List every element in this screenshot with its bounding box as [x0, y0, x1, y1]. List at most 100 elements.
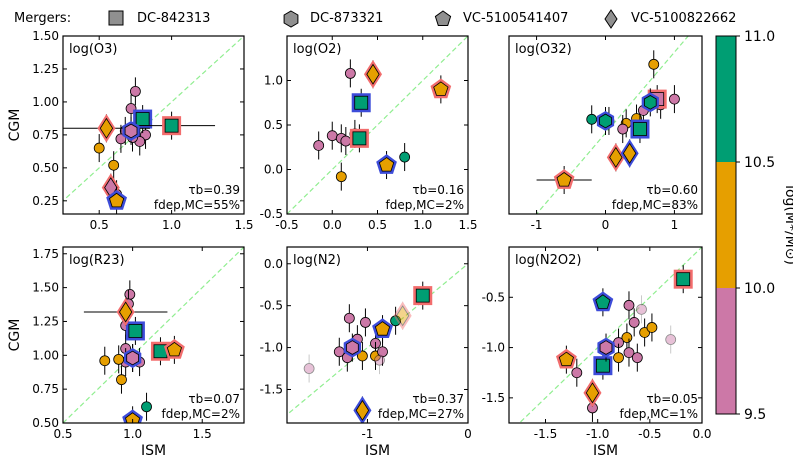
fdep-stat: fdep,MC=1% [620, 407, 698, 421]
point-marker [354, 95, 369, 110]
plot-area [287, 36, 468, 214]
x-tick-label: -0.5 [275, 218, 298, 232]
point-marker [595, 294, 611, 309]
legend-square-marker [108, 10, 124, 26]
x-tick-label: 1.5 [193, 427, 212, 441]
point-marker [116, 374, 127, 386]
data-point [357, 341, 368, 370]
panel-4: 0.5 1.0 1.5 0.50 0.75 1.00 1.25 1.50 1.75 log(R23… [7, 246, 245, 459]
tau-b-stat: τb=0.05 [646, 392, 698, 406]
data-point [631, 343, 643, 372]
point-marker [344, 67, 356, 79]
data-point [360, 308, 371, 337]
data-point [430, 75, 452, 104]
data-point [303, 354, 315, 383]
data-point [592, 288, 614, 317]
legend-label-dc842313: DC-842313 [137, 11, 210, 26]
x-tick-label: -1 [531, 218, 543, 232]
y-tick-label: -0.5 [482, 290, 505, 304]
data-point [620, 139, 639, 168]
point-marker [415, 288, 430, 303]
data-point [343, 333, 361, 362]
colorbar-tick-9-5: 9.5 [744, 407, 766, 423]
data-point [313, 131, 325, 160]
colorbar: 11.0 10.5 10.0 9.5 log(M*/M⊙) [715, 29, 793, 423]
point-marker [669, 93, 680, 105]
data-point [134, 127, 146, 156]
data-point [351, 88, 371, 117]
one-to-one-line [518, 247, 702, 423]
point-marker [313, 140, 325, 151]
point-marker [374, 354, 385, 366]
x-tick-label: -1 [361, 427, 373, 441]
point-marker [366, 63, 380, 85]
legend-pentagon-marker [434, 10, 452, 26]
data-point [613, 343, 624, 372]
data-point [164, 335, 185, 364]
point-marker [126, 350, 139, 366]
point-marker [623, 299, 635, 311]
legend-title: Mergers: [14, 11, 71, 26]
one-to-one-line [287, 36, 468, 214]
data-point [586, 105, 598, 134]
data-point [593, 351, 613, 380]
tau-b-stat: τb=0.16 [412, 183, 464, 197]
colorbar-bin-mid [716, 162, 736, 288]
x-tick-label: 1.5 [458, 218, 477, 232]
x-tick-label: 0.0 [692, 427, 711, 441]
panel-1: 0.5 1.0 1.5 0.25 0.50 0.75 1.00 1.25 1.50 log(O3)… [7, 29, 254, 232]
point-marker [113, 353, 125, 365]
point-marker [595, 358, 610, 373]
x-axis-label: ISM [593, 443, 618, 459]
colorbar-tick-11: 11.0 [744, 29, 775, 45]
x-tick-label: 0.0 [323, 218, 342, 232]
data-point [648, 50, 660, 79]
point-marker [648, 58, 660, 70]
x-axis-label: ISM [365, 443, 390, 459]
data-point [596, 106, 615, 135]
y-tick-label: 1.50 [32, 29, 59, 43]
point-marker [93, 142, 105, 154]
colorbar-tick-10: 10.0 [744, 281, 775, 297]
y-tick-label: 0.75 [32, 128, 59, 142]
point-marker [343, 312, 355, 324]
data-point [374, 346, 385, 375]
y-tick-label: 0.25 [32, 194, 59, 208]
point-marker [628, 317, 640, 328]
data-point [571, 358, 583, 387]
legend: Mergers: DC-842313 DC-873321 VC-51005414… [14, 9, 736, 29]
point-marker [623, 347, 635, 359]
point-marker [352, 131, 367, 146]
point-marker [556, 172, 572, 187]
fdep-stat: fdep,MC=27% [378, 407, 464, 421]
data-point [122, 116, 140, 145]
legend-hexagon-marker [283, 10, 299, 28]
fdep-stat: fdep,MC=2% [386, 198, 464, 212]
x-tick-label: -1.5 [534, 427, 557, 441]
plot-area [63, 247, 244, 423]
panel-6: -1.5 -1.0 -0.5 0.0 -1.5 -1.0 -0.5 log(N2O2) τb=0… [482, 246, 712, 459]
plot-area [287, 262, 468, 423]
axes-frame [62, 246, 245, 424]
point-marker [395, 305, 410, 327]
data-point [628, 308, 640, 337]
colorbar-bin-high [716, 36, 736, 162]
data-point [344, 59, 356, 88]
data-point [108, 151, 120, 180]
data-point [99, 346, 111, 375]
point-marker [599, 340, 613, 355]
y-tick-label: 0.5 [264, 118, 283, 132]
point-marker [609, 146, 623, 168]
point-marker [378, 157, 395, 172]
data-point [106, 186, 127, 214]
axes-frame [62, 35, 245, 215]
point-marker [558, 351, 574, 367]
data-point [353, 396, 372, 423]
point-marker [99, 117, 114, 139]
point-marker [613, 352, 624, 364]
one-to-one-line [63, 247, 244, 423]
x-tick-label: 0 [602, 218, 610, 232]
point-marker [617, 123, 629, 135]
y-axis-label: CGM [7, 109, 23, 142]
point-marker [128, 324, 143, 338]
